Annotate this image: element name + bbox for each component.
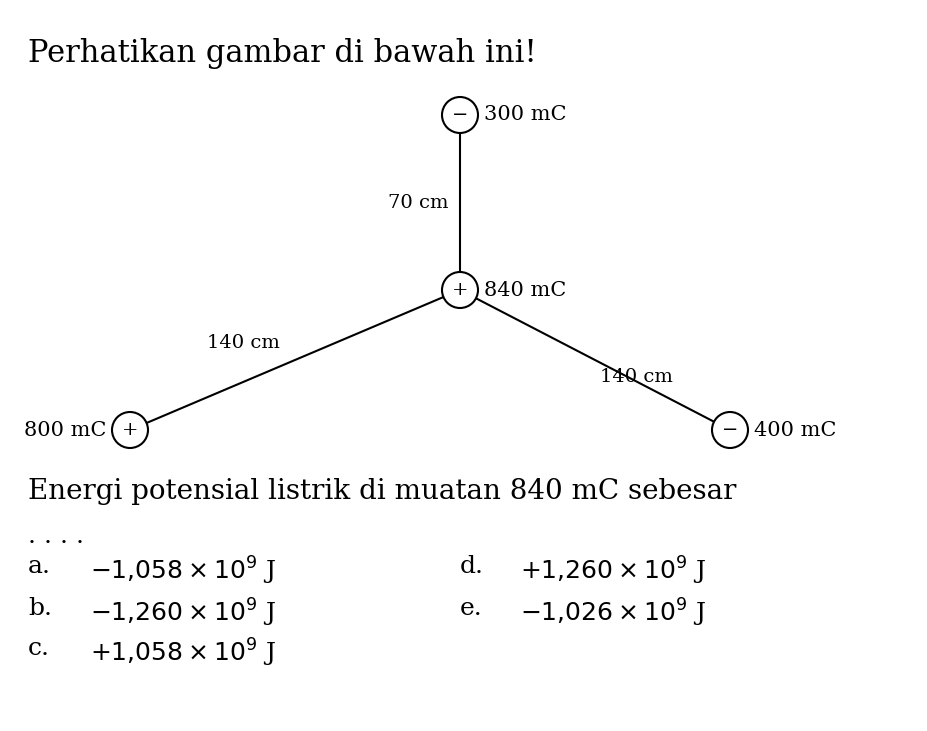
Text: +: + bbox=[121, 421, 138, 439]
Text: Energi potensial listrik di muatan 840 mC sebesar: Energi potensial listrik di muatan 840 m… bbox=[28, 478, 736, 505]
Text: $-1{,}058 \times 10^{9}$ J: $-1{,}058 \times 10^{9}$ J bbox=[90, 555, 275, 587]
Text: c.: c. bbox=[28, 637, 50, 660]
Text: 400 mC: 400 mC bbox=[754, 420, 835, 439]
Text: $+1{,}260 \times 10^{9}$ J: $+1{,}260 \times 10^{9}$ J bbox=[519, 555, 705, 587]
Text: $-1{,}260 \times 10^{9}$ J: $-1{,}260 \times 10^{9}$ J bbox=[90, 597, 275, 629]
Circle shape bbox=[112, 412, 147, 448]
Text: $+1{,}058 \times 10^{9}$ J: $+1{,}058 \times 10^{9}$ J bbox=[90, 637, 275, 669]
Text: 70 cm: 70 cm bbox=[387, 194, 448, 211]
Text: 800 mC: 800 mC bbox=[23, 420, 106, 439]
Text: Perhatikan gambar di bawah ini!: Perhatikan gambar di bawah ini! bbox=[28, 38, 536, 69]
Text: 140 cm: 140 cm bbox=[207, 334, 280, 352]
Text: 140 cm: 140 cm bbox=[600, 368, 672, 386]
Text: e.: e. bbox=[460, 597, 482, 620]
Circle shape bbox=[441, 272, 477, 308]
Text: d.: d. bbox=[460, 555, 484, 578]
Text: +: + bbox=[451, 281, 468, 299]
Text: 840 mC: 840 mC bbox=[484, 281, 565, 300]
Text: b.: b. bbox=[28, 597, 52, 620]
Text: a.: a. bbox=[28, 555, 51, 578]
Text: −: − bbox=[451, 106, 468, 124]
Circle shape bbox=[441, 97, 477, 133]
Text: 300 mC: 300 mC bbox=[484, 105, 565, 124]
Circle shape bbox=[711, 412, 747, 448]
Text: . . . .: . . . . bbox=[28, 525, 84, 548]
Text: $-1{,}026 \times 10^{9}$ J: $-1{,}026 \times 10^{9}$ J bbox=[519, 597, 705, 629]
Text: −: − bbox=[721, 421, 737, 439]
